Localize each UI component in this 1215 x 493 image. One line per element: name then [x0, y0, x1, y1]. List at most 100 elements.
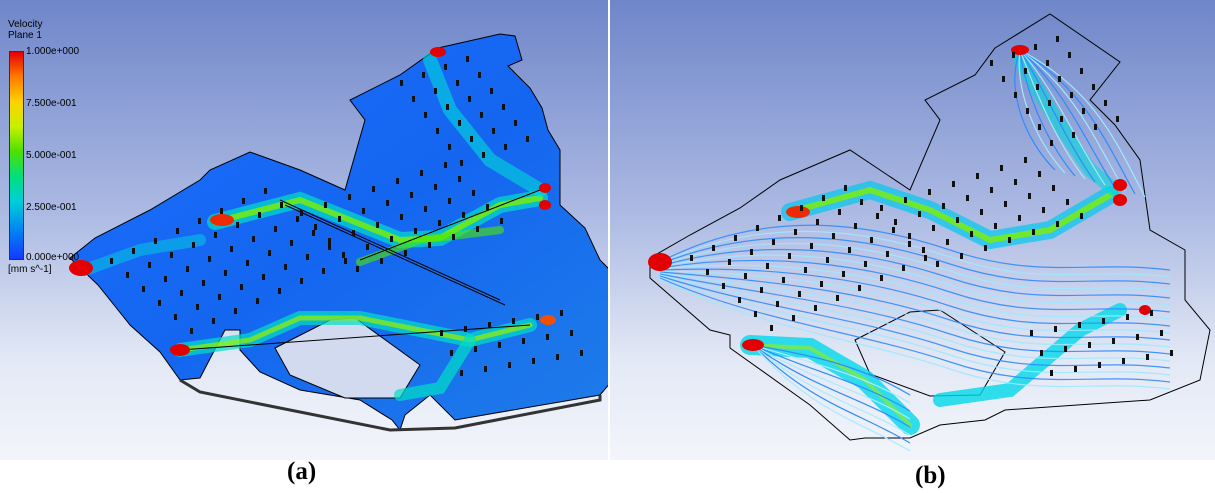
legend-tick-025: 2.500e-001 — [26, 202, 77, 213]
column — [1040, 350, 1043, 356]
streamline — [1019, 49, 1076, 177]
column — [164, 276, 167, 282]
column — [690, 255, 693, 261]
column — [936, 261, 939, 267]
column — [192, 242, 195, 248]
column — [376, 222, 379, 228]
column — [922, 247, 925, 253]
column — [290, 240, 293, 246]
column — [932, 225, 935, 231]
column — [816, 219, 819, 225]
column — [446, 104, 449, 110]
column — [1072, 132, 1075, 138]
column — [820, 281, 823, 287]
column — [490, 88, 493, 94]
column — [328, 244, 331, 250]
column — [448, 144, 451, 150]
column — [722, 283, 725, 289]
column — [458, 176, 461, 182]
column — [186, 266, 189, 272]
column — [142, 286, 145, 292]
column — [994, 223, 997, 229]
streamline — [1019, 49, 1106, 186]
streamline — [659, 268, 1171, 327]
column — [928, 189, 931, 195]
column — [1112, 338, 1115, 344]
column — [1088, 342, 1091, 348]
column — [444, 64, 447, 70]
column — [174, 314, 177, 320]
column — [246, 260, 249, 266]
column — [1098, 362, 1101, 368]
column — [750, 249, 753, 255]
column — [970, 231, 973, 237]
column — [526, 136, 529, 142]
column — [322, 268, 325, 274]
column — [1170, 350, 1173, 356]
column — [484, 366, 487, 372]
column — [126, 272, 129, 278]
streamline — [659, 271, 1171, 341]
column — [904, 197, 907, 203]
streamline — [659, 273, 1171, 355]
streamline — [752, 344, 911, 412]
column — [836, 295, 839, 301]
column — [1032, 229, 1035, 235]
streamline — [752, 344, 911, 396]
column — [854, 223, 857, 229]
streamline — [1019, 49, 1086, 180]
column — [1092, 84, 1095, 90]
column — [502, 104, 505, 110]
column — [180, 290, 183, 296]
column — [268, 250, 271, 256]
column — [132, 248, 135, 254]
column — [738, 297, 741, 303]
column — [1080, 68, 1083, 74]
column — [240, 284, 243, 290]
column — [536, 314, 539, 320]
column — [1054, 326, 1057, 332]
legend-tick-075: 7.500e-001 — [26, 98, 77, 109]
column — [822, 195, 825, 201]
column — [436, 128, 439, 134]
column — [380, 258, 383, 264]
column — [876, 213, 879, 219]
streamline — [659, 277, 1171, 383]
column — [532, 358, 535, 364]
column — [1050, 370, 1053, 376]
caption-panel-a: (a) — [287, 458, 317, 485]
column — [1046, 60, 1049, 66]
streamline — [1019, 49, 1146, 198]
column — [942, 203, 945, 209]
column — [478, 72, 481, 78]
column — [280, 202, 283, 208]
column — [712, 245, 715, 251]
column — [110, 258, 113, 264]
column — [1094, 124, 1097, 130]
column — [1146, 354, 1149, 360]
column — [754, 311, 757, 317]
streamline — [659, 248, 1171, 299]
column — [500, 218, 503, 224]
column — [328, 238, 331, 244]
column — [434, 88, 437, 94]
streamline — [752, 344, 911, 420]
streamline — [659, 254, 1171, 306]
caption-panel-b: (b) — [915, 462, 946, 489]
column — [1042, 207, 1045, 213]
column — [438, 220, 441, 226]
streamline — [1019, 49, 1116, 189]
column — [170, 252, 173, 258]
column — [488, 322, 491, 328]
streamline — [1019, 49, 1136, 195]
column — [1066, 199, 1069, 205]
column — [470, 136, 473, 142]
column — [760, 287, 763, 293]
column — [570, 330, 573, 336]
column — [1104, 100, 1107, 106]
column — [902, 265, 905, 271]
column — [908, 233, 911, 239]
column — [1078, 322, 1081, 328]
column — [728, 259, 731, 265]
column — [448, 198, 451, 204]
